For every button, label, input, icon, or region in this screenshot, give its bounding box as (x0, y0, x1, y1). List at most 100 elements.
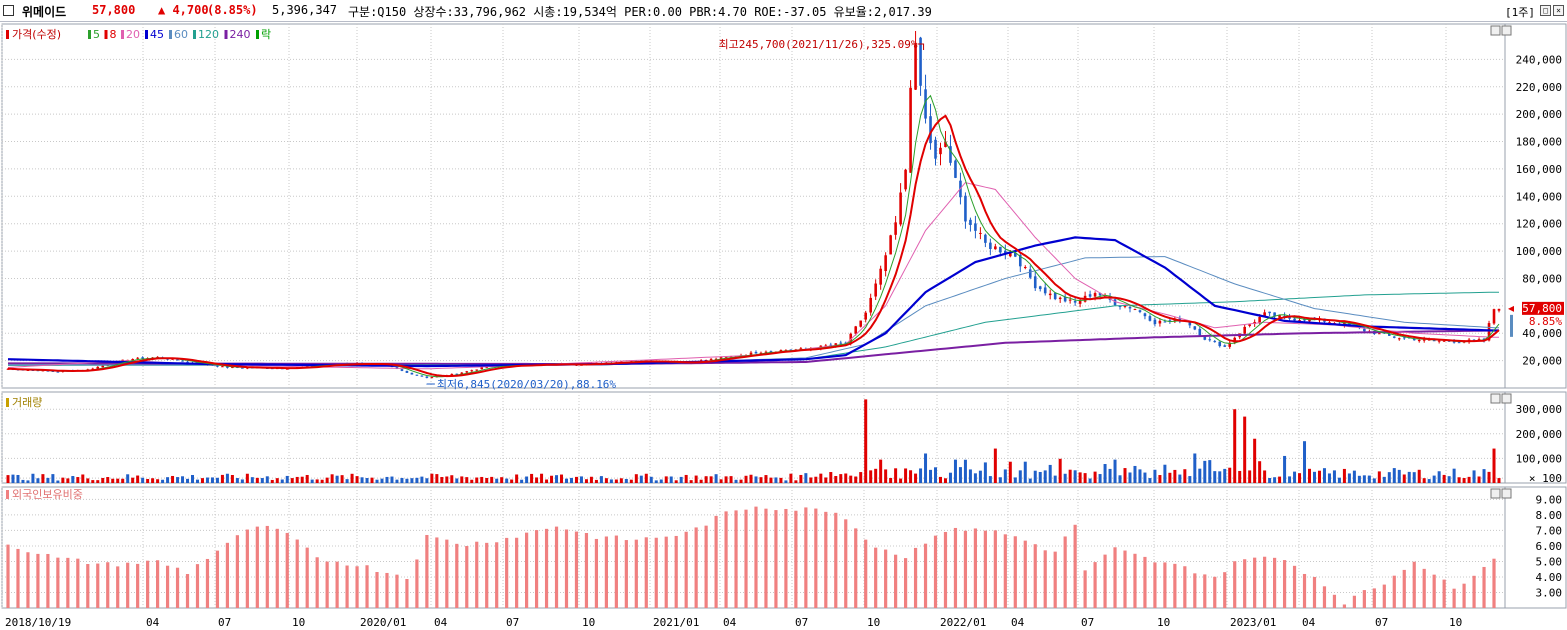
candle-body (1477, 339, 1481, 341)
foreign-bar (515, 537, 519, 608)
foreign-bar (724, 511, 728, 608)
volume-bar (565, 478, 569, 483)
candle-body (1363, 328, 1366, 332)
close-icon[interactable]: × (1553, 5, 1564, 16)
time-axis-label: 07 (218, 616, 231, 629)
volume-bar (1193, 453, 1197, 483)
candle-body (834, 343, 838, 346)
ma-legend-label: 60 (174, 28, 188, 41)
candle-body (1009, 253, 1012, 257)
volume-bar (579, 476, 583, 483)
volume-bar (1377, 471, 1381, 483)
candle-body (1093, 293, 1097, 297)
panel-close-icon[interactable] (1501, 25, 1512, 36)
panel-close-icon[interactable] (1501, 393, 1512, 404)
panel-minimize-icon[interactable] (1490, 393, 1501, 404)
candle-body (470, 370, 474, 372)
candle-body (475, 369, 479, 371)
volume-bar (46, 477, 50, 483)
foreign-bar (584, 533, 589, 608)
volume-bar (1447, 476, 1451, 483)
volume-bar (584, 479, 588, 483)
volume-bar (1223, 468, 1227, 483)
volume-bar (993, 448, 997, 483)
volume-bar (1387, 472, 1391, 483)
candle-body (934, 139, 937, 159)
volume-bar (1332, 470, 1336, 483)
candle-body (1123, 305, 1127, 307)
volume-bar (649, 476, 653, 483)
candle-body (91, 368, 95, 370)
price-axis-label: 180,000 (1516, 136, 1562, 149)
price-change-pct: (8.85%) (207, 3, 258, 17)
foreign-bar (1123, 550, 1127, 608)
volume-bar (131, 477, 135, 483)
candle-body (869, 297, 872, 313)
stock-chart[interactable]: 240,000 220,000 200,000 180,000 160,000 140,0… (0, 22, 1567, 630)
panel-close-icon[interactable] (1501, 488, 1512, 499)
candle-body (400, 369, 404, 371)
volume-bar (744, 475, 748, 483)
volume-bar (1417, 469, 1421, 483)
ma-legend-label: 8 (110, 28, 117, 41)
volume-bar (1278, 476, 1282, 483)
foreign-bar (1452, 588, 1456, 608)
foreign-bar (1342, 604, 1347, 608)
candle-body (979, 232, 982, 234)
foreign-bar (574, 531, 579, 608)
candle-body (894, 222, 897, 235)
candle-body (450, 373, 454, 376)
volume-bar (714, 474, 718, 483)
time-axis-label: 04 (723, 616, 737, 629)
foreign-bar (335, 561, 339, 608)
candle-body (1387, 333, 1391, 336)
panel-minimize-icon[interactable] (1490, 25, 1501, 36)
candle-body (1068, 299, 1072, 301)
foreign-bar (1173, 563, 1177, 608)
volume-bar (694, 475, 698, 483)
foreign-bar (1063, 536, 1067, 608)
volume-bar (1068, 469, 1072, 483)
volume-bar (31, 473, 35, 483)
foreign-bar (1352, 595, 1356, 608)
candle-body (1273, 312, 1276, 317)
foreign-bar (465, 545, 469, 608)
candle-body (1268, 311, 1271, 314)
foreign-bar (96, 563, 100, 608)
volume-bar (679, 476, 683, 483)
foreign-bar (1362, 590, 1366, 608)
volume-bar (569, 477, 573, 483)
volume-bar (280, 479, 284, 483)
volume-bar (1168, 472, 1172, 483)
select-checkbox[interactable] (3, 5, 14, 16)
foreign-bar (155, 560, 160, 608)
volume-bar (550, 475, 554, 483)
volume-bar (849, 475, 853, 483)
foreign-bar (674, 535, 678, 608)
volume-bar (929, 469, 933, 483)
volume-bar (450, 475, 454, 483)
panel-minimize-icon[interactable] (1490, 488, 1501, 499)
volume-bar (1043, 470, 1047, 483)
volume-bar (769, 477, 773, 483)
volume-bar (420, 476, 424, 483)
foreign-bar (136, 563, 140, 608)
volume-bar (1462, 478, 1466, 483)
candle-body (709, 358, 713, 360)
foreign-bar (943, 531, 948, 608)
candle-body (759, 352, 763, 354)
foreign-bar (116, 566, 120, 608)
maximize-icon[interactable]: □ (1540, 5, 1551, 16)
period-selector[interactable]: [1주] (1505, 6, 1535, 19)
foreign-bar (126, 562, 130, 608)
candle-body (974, 223, 977, 231)
foreign-bar (854, 528, 858, 608)
volume-axis-label: 200,000 (1516, 428, 1562, 441)
foreign-bar (1392, 575, 1396, 608)
foreign-bar (475, 541, 479, 608)
volume-bar (191, 474, 195, 483)
volume-bar (1472, 470, 1476, 483)
volume-bar (210, 477, 214, 483)
candle-body (415, 374, 419, 376)
candle-body (1442, 340, 1446, 342)
